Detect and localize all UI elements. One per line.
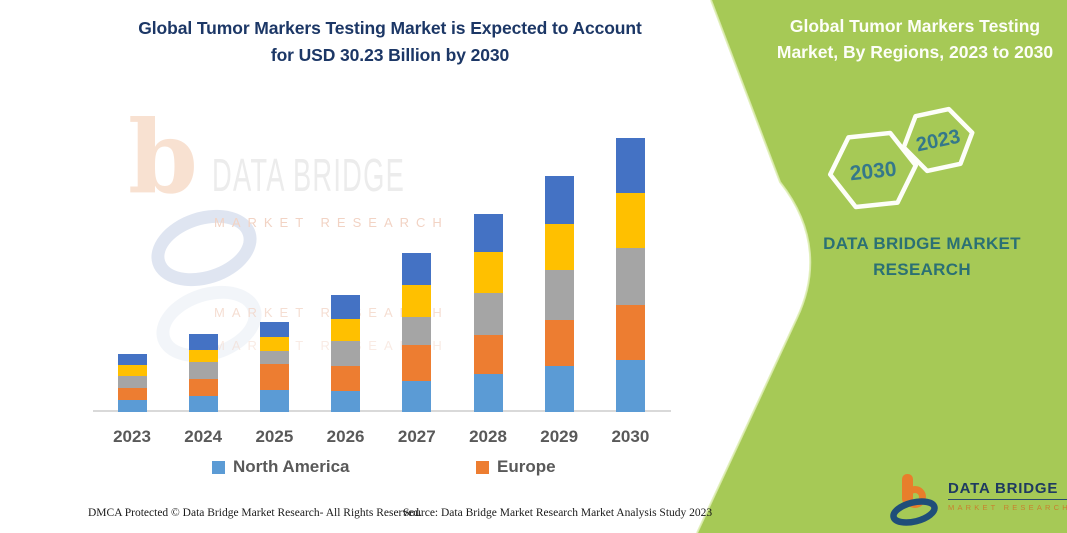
x-axis-label-2029: 2029 [540,427,579,446]
right-panel-title-line-2: Market, By Regions, 2023 to 2030 [776,42,1054,63]
data-bridge-logo: DATA BRIDGE MARKET RESEARCH [888,470,1067,528]
bar-segment [544,270,574,321]
hexagon-2030-label: 2030 [849,158,898,186]
bar-segment [331,319,361,341]
x-axis-label-2028: 2028 [469,427,507,446]
bar-segment [117,365,147,377]
bar-segment [402,253,432,285]
bar-segment [615,193,645,248]
bar-segment [615,304,645,360]
bar-segment [117,388,147,400]
bar-segment [188,361,218,379]
bar-segment [117,353,147,366]
data-bridge-logo-icon [890,474,938,526]
x-axis-label-2025: 2025 [255,427,294,446]
x-axis-label-2026: 2026 [326,427,365,446]
bar-segment [544,176,574,225]
x-axis-label-2030: 2030 [611,427,650,446]
bar-segment [615,359,645,412]
page-title-line-1: Global Tumor Markers Testing Market is E… [138,18,642,38]
bar-segment [402,316,432,346]
bar-segment [402,345,432,381]
legend-label: North America [233,457,350,476]
page-title-line-2: for USD 30.23 Billion by 2030 [270,45,510,66]
data-bridge-logo-text: DATA BRIDGE MARKET RESEARCH [948,480,1067,512]
x-axis-line [93,410,671,412]
right-panel-brand-line-2: RESEARCH [873,259,971,279]
bar-segment [402,284,432,317]
legend-swatch-icon [212,460,225,474]
bar-segment [331,340,361,367]
bar-segment [259,350,289,365]
dmca-copyright-text: DMCA Protected © Data Bridge Market Rese… [88,507,422,519]
source-text: Source: Data Bridge Market Research Mark… [403,507,713,519]
bar-segment [544,320,574,367]
legend-item-north-america: North America [212,457,350,477]
bar-segment [615,138,645,194]
bar-segment [331,366,361,391]
bar-segment [615,247,645,305]
x-axis-label-2027: 2027 [397,427,436,446]
bar-segment [259,337,289,351]
stacked-bar-2030 [615,138,645,412]
right-panel-title-line-1: Global Tumor Markers Testing [789,16,1041,36]
bar-segment [473,373,503,412]
bar-segment [259,364,289,390]
bar-segment [473,334,503,374]
bar-segment [188,396,218,412]
bar-segment [544,224,574,271]
bar-segment [117,399,147,412]
green-panel-shape [697,0,1067,533]
bar-segment [473,214,503,253]
right-panel-brand-line-1: DATA BRIDGE MARKET [823,234,1021,253]
stacked-bar-2026 [331,294,361,412]
x-axis-label-2024: 2024 [184,427,223,446]
bar-segment [117,376,147,388]
bar-segment [331,294,361,320]
bar-segment [473,252,503,293]
bar-segment [188,333,218,350]
right-panel-title: Global Tumor Markers Testing Market, By … [765,13,1065,66]
bar-segment [473,292,503,335]
stacked-bar-2028 [473,214,503,412]
stacked-bar-2029 [544,176,574,412]
right-panel-brand-text: DATA BRIDGE MARKET RESEARCH [822,231,1022,282]
stacked-bar-2027 [402,253,432,412]
logo-title: DATA BRIDGE [948,480,1067,500]
page-title: Global Tumor Markers Testing Market is E… [95,15,685,69]
logo-subtitle: MARKET RESEARCH [948,503,1067,512]
bar-segment [259,321,289,338]
legend-swatch-icon [476,460,489,474]
legend-item-europe: Europe [476,457,556,477]
hexagon-2030: 2030 [827,130,919,210]
legend-label: Europe [497,457,556,476]
bar-segment [188,378,218,397]
stacked-bar-2024 [188,333,218,412]
bar-segment [402,380,432,412]
bar-segment [544,366,574,412]
green-panel-edge-highlight [696,0,812,533]
bar-segment [188,350,218,362]
stacked-bar-2025 [259,321,289,412]
bar-segment [331,390,361,412]
x-axis-label-2023: 2023 [113,427,151,446]
stacked-bar-2023 [117,353,147,412]
bar-segment [259,389,289,412]
